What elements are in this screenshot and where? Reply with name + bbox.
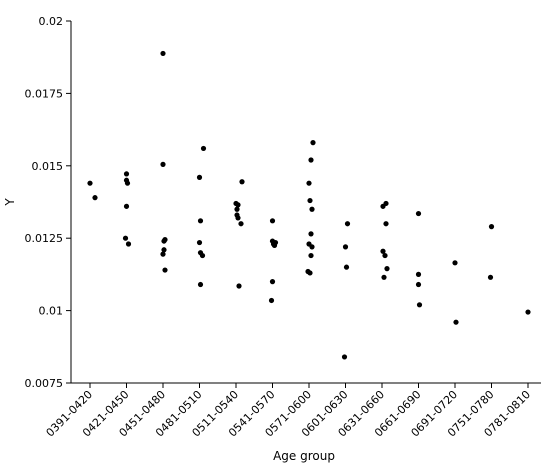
- data-point: [196, 174, 203, 180]
- data-point: [160, 50, 166, 57]
- data-point: [308, 231, 314, 237]
- data-point: [382, 252, 388, 259]
- data-point: [87, 180, 93, 186]
- data-point: [487, 274, 494, 280]
- data-point: [416, 302, 423, 308]
- data-point: [344, 221, 351, 227]
- data-point: [235, 202, 241, 208]
- y-tick-label: 0.01: [39, 305, 64, 318]
- data-point: [160, 251, 166, 257]
- data-point: [384, 266, 390, 272]
- data-point: [197, 281, 204, 288]
- data-point: [488, 224, 495, 230]
- x-axis-title: Age group: [273, 449, 335, 463]
- data-point: [383, 221, 389, 227]
- data-point: [343, 264, 350, 270]
- data-point: [271, 242, 278, 249]
- data-point: [306, 180, 312, 186]
- data-point: [309, 244, 315, 250]
- data-point: [380, 203, 386, 209]
- data-point: [310, 140, 316, 146]
- y-tick-label: 0.0125: [25, 232, 64, 245]
- data-point: [92, 195, 98, 201]
- data-point: [415, 281, 422, 288]
- data-point: [341, 354, 348, 360]
- y-axis-title: Y: [3, 198, 17, 207]
- data-point: [234, 206, 240, 212]
- data-point: [415, 271, 422, 277]
- data-point: [162, 267, 168, 273]
- data-point: [415, 210, 422, 217]
- data-point: [269, 218, 276, 224]
- data-point: [269, 279, 276, 285]
- data-point: [123, 171, 130, 177]
- data-point: [239, 179, 245, 185]
- data-point: [342, 244, 349, 250]
- data-point: [308, 252, 314, 259]
- data-point: [307, 270, 313, 276]
- data-point: [160, 161, 166, 167]
- data-point: [235, 215, 241, 221]
- data-point: [453, 319, 459, 325]
- data-point: [122, 235, 129, 241]
- data-point: [200, 145, 207, 152]
- y-tick-label: 0.02: [39, 15, 64, 28]
- y-tick-label: 0.0075: [25, 377, 64, 390]
- data-point: [199, 252, 206, 259]
- data-point: [196, 239, 203, 246]
- data-point: [197, 218, 204, 224]
- data-point: [380, 248, 386, 254]
- data-point: [236, 283, 242, 289]
- data-point: [161, 247, 167, 253]
- data-point: [309, 206, 315, 212]
- data-point: [307, 197, 313, 204]
- data-point: [308, 157, 314, 163]
- data-point: [381, 274, 387, 280]
- x-axis-ticks: 0391-04200421-04500451-04800481-05100511…: [44, 383, 533, 440]
- y-axis-ticks: 0.0075 0.01 0.0125 0.015 0.0175 0.02: [25, 15, 71, 390]
- y-tick-label: 0.0175: [25, 87, 64, 100]
- data-point: [124, 180, 131, 186]
- data-point: [268, 297, 275, 304]
- data-point: [125, 241, 132, 247]
- data-point: [525, 309, 531, 315]
- chart-axes: [70, 21, 541, 384]
- data-point: [238, 221, 244, 227]
- data-points: [87, 50, 531, 360]
- data-point: [161, 238, 167, 244]
- data-point: [452, 260, 458, 266]
- y-tick-label: 0.015: [32, 160, 64, 173]
- data-point: [123, 203, 130, 209]
